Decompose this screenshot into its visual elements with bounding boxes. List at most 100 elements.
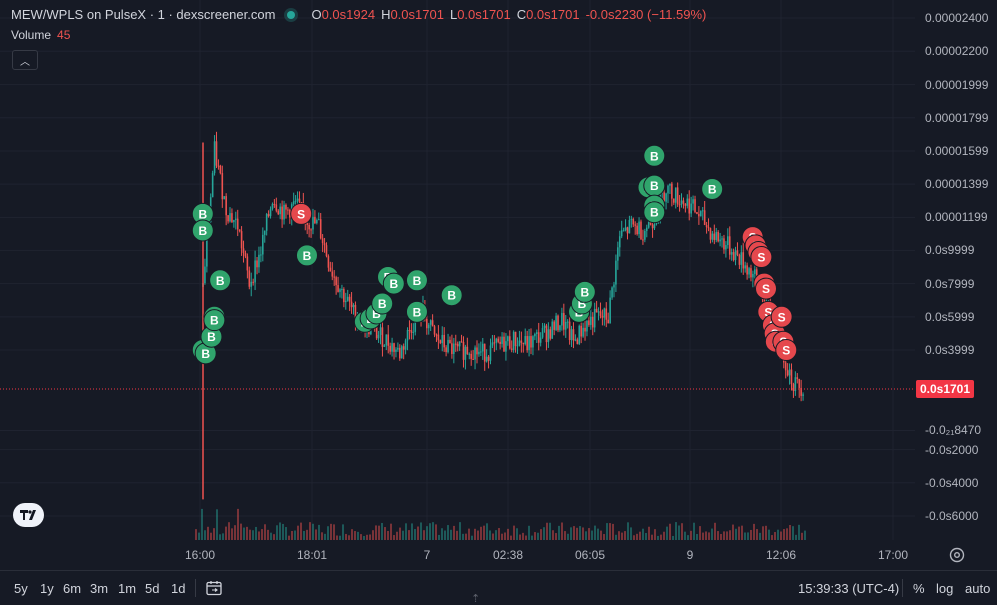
- candle-body: [327, 256, 330, 268]
- timeframe-3m-button[interactable]: 3m: [90, 581, 109, 596]
- candle-body: [786, 370, 789, 376]
- candle-body: [545, 325, 548, 343]
- candle-body: [696, 212, 698, 214]
- timeframe-6m-button[interactable]: 6m: [63, 581, 82, 596]
- time-axis[interactable]: 16:00 18:01 7 02:38 06:05 9 12:06 17:00: [0, 540, 915, 570]
- candle-body: [588, 320, 590, 325]
- candle-body: [435, 334, 438, 336]
- log-scale-toggle[interactable]: log: [936, 581, 954, 596]
- time-tick-label: 18:01: [296, 548, 328, 562]
- sell-marker[interactable]: S: [750, 246, 773, 269]
- buy-marker[interactable]: B: [405, 269, 428, 292]
- collapse-legend-button[interactable]: ︿: [12, 50, 38, 70]
- date-range-calendar-icon[interactable]: [205, 579, 223, 597]
- buy-marker[interactable]: B: [371, 292, 394, 315]
- candle-body: [262, 234, 264, 255]
- volume-bar: [279, 522, 281, 540]
- buy-marker[interactable]: B: [573, 280, 596, 303]
- candle-body: [507, 336, 509, 342]
- buy-marker[interactable]: B: [405, 300, 428, 323]
- volume-bar: [231, 528, 233, 540]
- volume-bar: [576, 527, 578, 540]
- volume-bar: [603, 534, 605, 540]
- volume-bar: [543, 527, 545, 540]
- timeframe-1y-button[interactable]: 1y: [40, 581, 54, 596]
- marker-label: S: [757, 251, 765, 265]
- scroll-down-arrow-icon[interactable]: ⇡: [471, 593, 481, 605]
- volume-bar: [339, 535, 341, 540]
- candle-body: [597, 311, 600, 313]
- candle-body: [333, 276, 336, 278]
- volume-bar: [783, 529, 785, 540]
- time-tick-label: 02:38: [492, 548, 524, 562]
- marker-badge: [440, 284, 463, 307]
- candle-body: [429, 320, 432, 325]
- buy-marker[interactable]: B: [643, 174, 666, 197]
- volume-bar: [333, 524, 335, 540]
- candle-body: [485, 356, 488, 362]
- candle-body: [233, 220, 235, 223]
- time-tick-label: 06:05: [574, 548, 606, 562]
- sell-marker[interactable]: S: [290, 202, 313, 225]
- candle-body: [636, 225, 638, 235]
- volume-bar: [213, 528, 215, 540]
- price-axis[interactable]: 0.00002400 0.00002200 0.00001999 0.00001799…: [915, 0, 997, 540]
- percent-scale-toggle[interactable]: %: [913, 581, 925, 596]
- candle-body: [537, 332, 540, 343]
- candle-body: [269, 208, 272, 217]
- clock-readout[interactable]: 15:39:33 (UTC-4): [798, 581, 900, 596]
- candle-body: [615, 260, 617, 285]
- buy-marker[interactable]: B: [643, 201, 666, 224]
- candle-body: [717, 232, 719, 242]
- price-tick-label: 0.00001599: [925, 143, 989, 158]
- candle-body: [395, 349, 397, 352]
- candle-body: [632, 218, 635, 225]
- candle-body: [667, 185, 669, 194]
- buy-marker[interactable]: B: [209, 269, 232, 292]
- candle-body: [481, 343, 484, 352]
- sell-marker[interactable]: S: [775, 339, 798, 361]
- auto-scale-toggle[interactable]: auto: [965, 581, 991, 596]
- chart-plot-area[interactable]: BBBBBBBBSBBBBBBBBBBBBBBBBBBBSSSSSSSSSSSS…: [0, 0, 915, 540]
- volume-bar: [615, 534, 617, 540]
- sell-marker[interactable]: S: [755, 277, 778, 300]
- marker-label: B: [580, 285, 589, 299]
- candle-body: [352, 304, 355, 308]
- buy-marker[interactable]: B: [295, 244, 318, 267]
- timeframe-5y-button[interactable]: 5y: [14, 581, 28, 596]
- marker-label: B: [578, 297, 587, 311]
- candle-body: [752, 273, 754, 278]
- settings-gear-icon[interactable]: [948, 546, 966, 564]
- buy-marker[interactable]: B: [440, 284, 463, 307]
- candle-body: [630, 218, 633, 221]
- buy-marker[interactable]: B: [643, 144, 666, 167]
- price-chart[interactable]: BBBBBBBBSBBBBBBBBBBBBBBBBBBBSSSSSSSSSSSS…: [0, 0, 915, 540]
- sell-marker[interactable]: S: [770, 305, 793, 328]
- volume-bar: [438, 534, 440, 540]
- volume-bar: [624, 531, 626, 540]
- volume-bar: [600, 530, 602, 540]
- timeframe-5d-button[interactable]: 5d: [145, 581, 160, 596]
- candle-body: [514, 331, 517, 346]
- candle-body: [227, 215, 229, 222]
- timeframe-1m-button[interactable]: 1m: [118, 581, 137, 596]
- volume-bar: [267, 529, 269, 540]
- marker-badge: [775, 339, 798, 361]
- tradingview-logo-icon[interactable]: [13, 503, 44, 527]
- buy-marker[interactable]: B: [191, 219, 214, 242]
- buy-marker[interactable]: B: [701, 177, 724, 200]
- price-tick-label: 0.0s3999: [925, 343, 975, 358]
- volume-bar: [519, 534, 521, 540]
- candle-body: [343, 289, 345, 303]
- buy-marker[interactable]: B: [203, 309, 226, 332]
- volume-bar: [777, 529, 779, 540]
- buy-marker[interactable]: B: [382, 272, 405, 295]
- timeframe-1d-button[interactable]: 1d: [171, 581, 186, 596]
- volume-bar: [720, 533, 722, 540]
- candle-body: [796, 377, 799, 379]
- marker-badge: [643, 201, 666, 224]
- candle-body: [217, 165, 220, 167]
- candle-body: [383, 345, 386, 347]
- candle-body: [605, 308, 608, 320]
- candle-body: [263, 230, 266, 235]
